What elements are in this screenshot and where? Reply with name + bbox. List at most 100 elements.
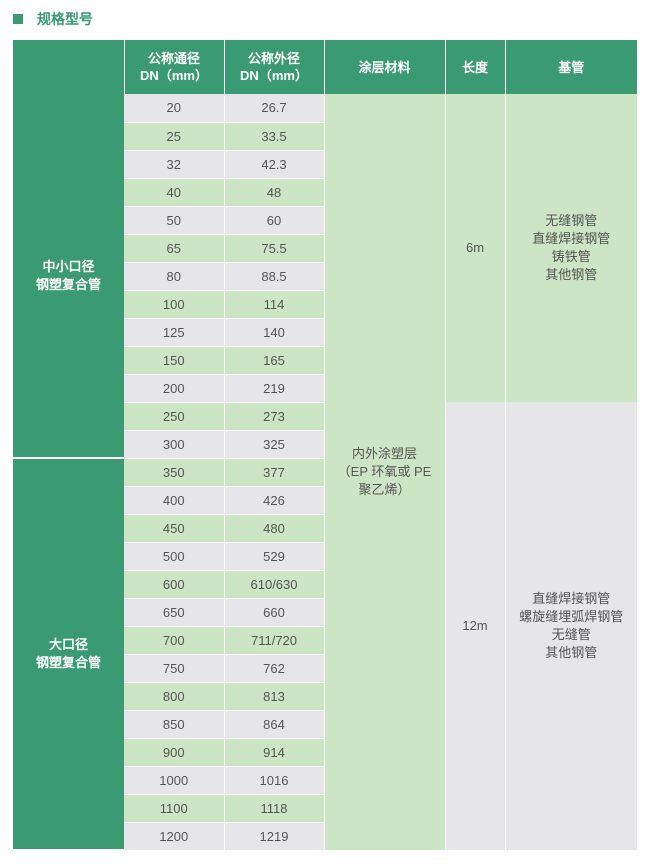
cell-outer-diameter: 377	[224, 458, 325, 487]
table-row: 450 480	[13, 514, 637, 543]
table-row: 200 219	[13, 374, 637, 403]
cell-nominal-diameter: 250	[124, 402, 225, 431]
header-nominal-diameter: 公称通径 DN（mm）	[124, 40, 225, 94]
header-length: 长度	[445, 40, 506, 94]
cell-nominal-diameter: 300	[124, 430, 225, 459]
cell-base-pipe-large: 直缝焊接钢管 螺旋缝埋弧焊钢管 无缝管 其他钢管	[505, 402, 637, 850]
cell-nominal-diameter: 600	[124, 570, 225, 599]
category-large-line1: 大口径	[48, 637, 88, 652]
table-row: 600 610/630	[13, 570, 637, 599]
spec-table: 公称通径 DN（mm） 公称外径 DN（mm） 涂层材料 长度 基管 中小口径钢…	[13, 40, 637, 851]
cell-nominal-diameter: 150	[124, 346, 225, 375]
cell-nominal-diameter: 750	[124, 654, 225, 683]
cell-outer-diameter: 711/720	[224, 626, 325, 655]
cell-nominal-diameter: 50	[124, 206, 225, 235]
cell-outer-diameter: 1016	[224, 766, 325, 795]
cell-outer-diameter: 75.5	[224, 234, 325, 263]
cell-outer-diameter: 1219	[224, 822, 325, 851]
cell-nominal-diameter: 850	[124, 710, 225, 739]
cell-nominal-diameter: 32	[124, 150, 225, 179]
cell-nominal-diameter: 100	[124, 290, 225, 319]
header-coating: 涂层材料	[324, 40, 446, 94]
table-row: 1200 1219	[13, 822, 637, 851]
cell-nominal-diameter: 1200	[124, 822, 225, 851]
table-row: 800 813	[13, 682, 637, 711]
table-row: 650 660	[13, 598, 637, 627]
cell-outer-diameter: 762	[224, 654, 325, 683]
category-small-line2: 钢塑复合管	[35, 276, 101, 292]
cell-nominal-diameter: 25	[124, 122, 225, 151]
table-row: 25 33.5	[13, 122, 637, 151]
table-row: 1100 1118	[13, 794, 637, 823]
header-row: 公称通径 DN（mm） 公称外径 DN（mm） 涂层材料 长度 基管	[13, 40, 637, 94]
cell-outer-diameter: 1118	[224, 794, 325, 823]
cell-outer-diameter: 219	[224, 374, 325, 403]
cell-nominal-diameter: 450	[124, 514, 225, 543]
table-row: 150 165	[13, 346, 637, 375]
cell-length-6m: 6m	[445, 94, 506, 402]
cell-coating: 内外涂塑层 （EP 环氧或 PE 聚乙烯）	[324, 94, 446, 850]
table-row: 700 711/720	[13, 626, 637, 655]
cell-length-12m: 12m	[445, 402, 506, 850]
section-square-icon	[13, 14, 23, 24]
cell-outer-diameter: 325	[224, 430, 325, 459]
cell-outer-diameter: 914	[224, 738, 325, 767]
header-od-line2: DN（mm）	[240, 68, 308, 83]
header-od-line1: 公称外径	[247, 51, 300, 66]
table-row: 50 60	[13, 206, 637, 235]
cell-nominal-diameter: 700	[124, 626, 225, 655]
table-row: 80 88.5	[13, 262, 637, 291]
category-small-line1: 中小口径	[42, 258, 95, 274]
cell-nominal-diameter: 40	[124, 178, 225, 207]
cell-nominal-diameter: 1100	[124, 794, 225, 823]
table-row: 100 114	[13, 290, 637, 319]
cell-outer-diameter: 813	[224, 682, 325, 711]
cell-nominal-diameter: 65	[124, 234, 225, 263]
table-row: 65 75.5	[13, 234, 637, 263]
cell-outer-diameter: 426	[224, 486, 325, 515]
table-row: 900 914	[13, 738, 637, 767]
table-row: 400 426	[13, 486, 637, 515]
cell-nominal-diameter: 900	[124, 738, 225, 767]
cell-outer-diameter: 114	[224, 290, 325, 319]
section-title: 规格型号	[37, 11, 93, 27]
cell-outer-diameter: 273	[224, 402, 325, 431]
table-row: 32 42.3	[13, 150, 637, 179]
header-outer-diameter: 公称外径 DN（mm）	[224, 40, 325, 94]
cell-nominal-diameter: 650	[124, 598, 225, 627]
header-dn-line1: 公称通径	[147, 51, 200, 66]
cell-outer-diameter: 660	[224, 598, 325, 627]
header-blank	[13, 40, 125, 94]
cell-outer-diameter: 864	[224, 710, 325, 739]
cell-nominal-diameter: 350	[124, 458, 225, 487]
cell-outer-diameter: 48	[224, 178, 325, 207]
category-small: 中小口径 钢塑复合管	[13, 94, 124, 459]
header-dn-line2: DN（mm）	[140, 68, 208, 83]
table-row: 1000 1016	[13, 766, 637, 795]
header-base-pipe: 基管	[505, 40, 637, 94]
cell-nominal-diameter: 80	[124, 262, 225, 291]
table-row: 300 325	[13, 430, 637, 459]
cell-outer-diameter: 26.7	[224, 94, 325, 123]
cell-nominal-diameter: 1000	[124, 766, 225, 795]
category-large: 大口径 钢塑复合管	[13, 458, 124, 851]
cell-outer-diameter: 60	[224, 206, 325, 235]
cell-outer-diameter: 140	[224, 318, 325, 347]
table-row: 中小口径 钢塑复合管 20 26.7 内外涂塑层 （EP 环氧或 PE 聚乙烯） 6m 无缝…	[13, 94, 637, 850]
table-row: 850 864	[13, 710, 637, 739]
cell-base-pipe-small: 无缝钢管 直缝焊接钢管 铸铁管 其他钢管	[505, 94, 637, 402]
cell-outer-diameter: 33.5	[224, 122, 325, 151]
cell-nominal-diameter: 800	[124, 682, 225, 711]
cell-nominal-diameter: 20	[124, 94, 225, 123]
cell-outer-diameter: 480	[224, 514, 325, 543]
cell-outer-diameter: 610/630	[224, 570, 325, 599]
table-row: 750 762	[13, 654, 637, 683]
cell-nominal-diameter: 400	[124, 486, 225, 515]
table-row: 40 48	[13, 178, 637, 207]
section-heading: 规格型号	[13, 8, 93, 30]
cell-outer-diameter: 165	[224, 346, 325, 375]
cell-outer-diameter: 42.3	[224, 150, 325, 179]
table-row: 500 529	[13, 542, 637, 571]
cell-nominal-diameter: 500	[124, 542, 225, 571]
cell-nominal-diameter: 125	[124, 318, 225, 347]
